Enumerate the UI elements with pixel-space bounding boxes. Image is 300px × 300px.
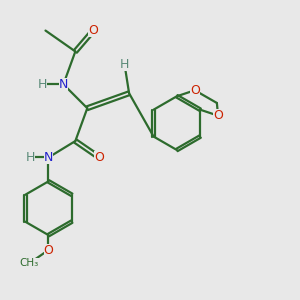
Text: O: O — [213, 109, 223, 122]
Text: H: H — [26, 151, 35, 164]
Text: H: H — [120, 58, 129, 71]
Text: CH₃: CH₃ — [20, 259, 39, 269]
Text: O: O — [94, 151, 104, 164]
Text: O: O — [88, 24, 98, 37]
Text: O: O — [44, 244, 53, 256]
Text: H: H — [38, 78, 47, 91]
Text: N: N — [44, 151, 53, 164]
Text: O: O — [190, 84, 200, 97]
Text: N: N — [59, 78, 68, 91]
